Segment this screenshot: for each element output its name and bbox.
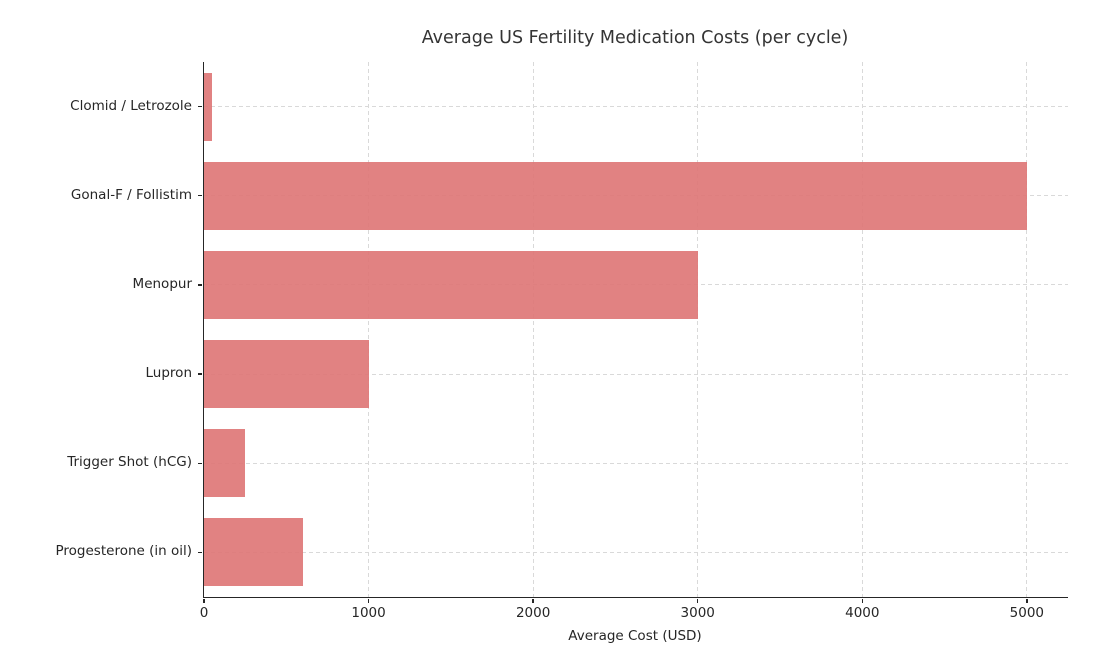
- chart-title: Average US Fertility Medication Costs (p…: [421, 28, 849, 48]
- y-tick-mark: [198, 195, 203, 197]
- x-tick-label: 1000: [351, 605, 386, 621]
- horizontal-gridline: [204, 106, 1068, 108]
- y-tick-mark: [198, 105, 203, 108]
- x-tick-mark: [1026, 598, 1028, 603]
- x-tick-mark: [203, 598, 205, 603]
- bar-clomid-letrozole: [204, 72, 213, 141]
- y-tick-label: Gonal-F / Follistim: [70, 186, 192, 203]
- x-tick-label: 3000: [680, 605, 715, 621]
- y-tick-mark: [198, 462, 203, 464]
- vertical-gridline: [368, 62, 370, 597]
- horizontal-gridline: [204, 551, 1068, 553]
- horizontal-gridline: [204, 462, 1068, 464]
- horizontal-gridline: [204, 373, 1068, 375]
- y-tick-mark: [198, 373, 203, 375]
- bar-gonal-f-follistim: [204, 161, 1027, 230]
- vertical-gridline: [1026, 62, 1028, 597]
- vertical-gridline: [697, 62, 699, 597]
- bar-lupron: [204, 340, 369, 409]
- bar-progesterone-in-oil: [204, 518, 303, 587]
- y-tick-label: Trigger Shot (hCG): [67, 454, 192, 471]
- x-tick-label: 0: [199, 605, 209, 621]
- x-tick-mark: [861, 598, 863, 603]
- bar-menopur: [204, 250, 698, 319]
- x-axis-label: Average Cost (USD): [568, 628, 702, 644]
- bar-trigger-shot-hcg: [204, 429, 246, 498]
- vertical-gridline: [861, 62, 863, 597]
- x-tick-mark: [697, 598, 699, 603]
- x-tick-label: 5000: [1009, 605, 1045, 621]
- x-tick-label: 2000: [515, 605, 551, 621]
- y-tick-label: Clomid / Letrozole: [70, 97, 192, 114]
- y-tick-label: Lupron: [145, 365, 192, 382]
- y-tick-mark: [198, 284, 203, 286]
- plot-area: 0 1000 2000 3000 4000 5000: [198, 62, 1068, 621]
- y-tick-label: Progesterone (in oil): [55, 543, 192, 560]
- y-tick-label: Menopur: [132, 275, 192, 292]
- x-tick-label: 4000: [845, 605, 880, 621]
- x-tick-mark: [367, 598, 370, 603]
- x-tick-mark: [532, 598, 534, 603]
- y-tick-mark: [198, 551, 203, 554]
- vertical-gridline: [532, 62, 534, 597]
